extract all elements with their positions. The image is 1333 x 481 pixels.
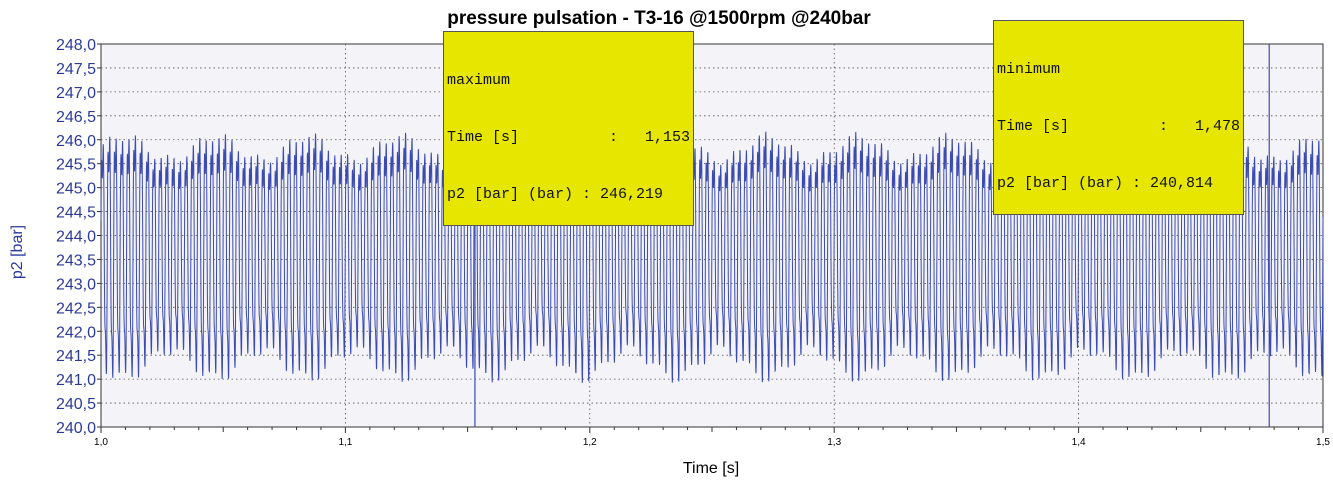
- cursor-value-row: p2 [bar] (bar) : 246,219: [447, 186, 664, 203]
- y-tick-label: 244,0: [56, 229, 96, 246]
- cursor-time-value: 1,478: [1195, 118, 1241, 135]
- x-tick-label: 1,4: [1072, 437, 1086, 448]
- maximum-cursor-readout: maximum Time [s] : 1,153 p2 [bar] (bar) …: [443, 31, 695, 226]
- x-tick-label: 1,0: [94, 437, 108, 448]
- y-tick-label: 240,0: [56, 420, 96, 437]
- cursor-value-label: p2 [bar] (bar): [447, 186, 574, 203]
- y-axis-label: p2 [bar]: [9, 225, 26, 279]
- cursor-title: minimum: [997, 61, 1061, 78]
- y-axis: 248,0 247,5 247,0 246,5 246,0 245,5 245,0 244,5…: [56, 37, 101, 437]
- y-tick-label: 243,5: [56, 252, 96, 269]
- y-tick-label: 244,5: [56, 205, 96, 222]
- cursor-time-row: Time [s] : 1,153: [447, 129, 691, 146]
- cursor-value-value: 246,219: [600, 186, 664, 203]
- cursor-value-label: p2 [bar] (bar): [997, 175, 1124, 192]
- y-tick-label: 242,5: [56, 300, 96, 317]
- x-tick-label: 1,5: [1316, 437, 1330, 448]
- x-tick-label: 1,2: [583, 437, 597, 448]
- y-tick-label: 248,0: [56, 37, 96, 54]
- x-tick-label: 1,3: [827, 437, 841, 448]
- x-tick-label: 1,1: [338, 437, 352, 448]
- x-axis-label: Time [s]: [683, 460, 739, 477]
- cursor-time-label: Time [s]: [447, 129, 520, 146]
- y-tick-label: 247,5: [56, 61, 96, 78]
- cursor-time-value: 1,153: [645, 129, 691, 146]
- y-tick-label: 245,0: [56, 181, 96, 198]
- y-tick-label: 243,0: [56, 276, 96, 293]
- cursor-value-value: 240,814: [1150, 175, 1214, 192]
- y-tick-label: 247,0: [56, 85, 96, 102]
- cursor-title: maximum: [447, 72, 511, 89]
- y-tick-label: 246,5: [56, 109, 96, 126]
- y-tick-label: 241,0: [56, 372, 96, 389]
- cursor-time-row: Time [s] : 1,478: [997, 118, 1241, 135]
- cursor-time-label: Time [s]: [997, 118, 1070, 135]
- cursor-value-row: p2 [bar] (bar) : 240,814: [997, 175, 1214, 192]
- chart-title: pressure pulsation - T3-16 @1500rpm @240…: [447, 8, 871, 29]
- y-tick-label: 245,5: [56, 157, 96, 174]
- y-tick-label: 240,5: [56, 396, 96, 413]
- x-axis: 1,0 1,1 1,2 1,3 1,4 1,5: [94, 427, 1330, 448]
- y-tick-label: 246,0: [56, 133, 96, 150]
- y-tick-label: 241,5: [56, 348, 96, 365]
- minimum-cursor-readout: minimum Time [s] : 1,478 p2 [bar] (bar) …: [993, 20, 1245, 215]
- y-tick-label: 242,0: [56, 324, 96, 341]
